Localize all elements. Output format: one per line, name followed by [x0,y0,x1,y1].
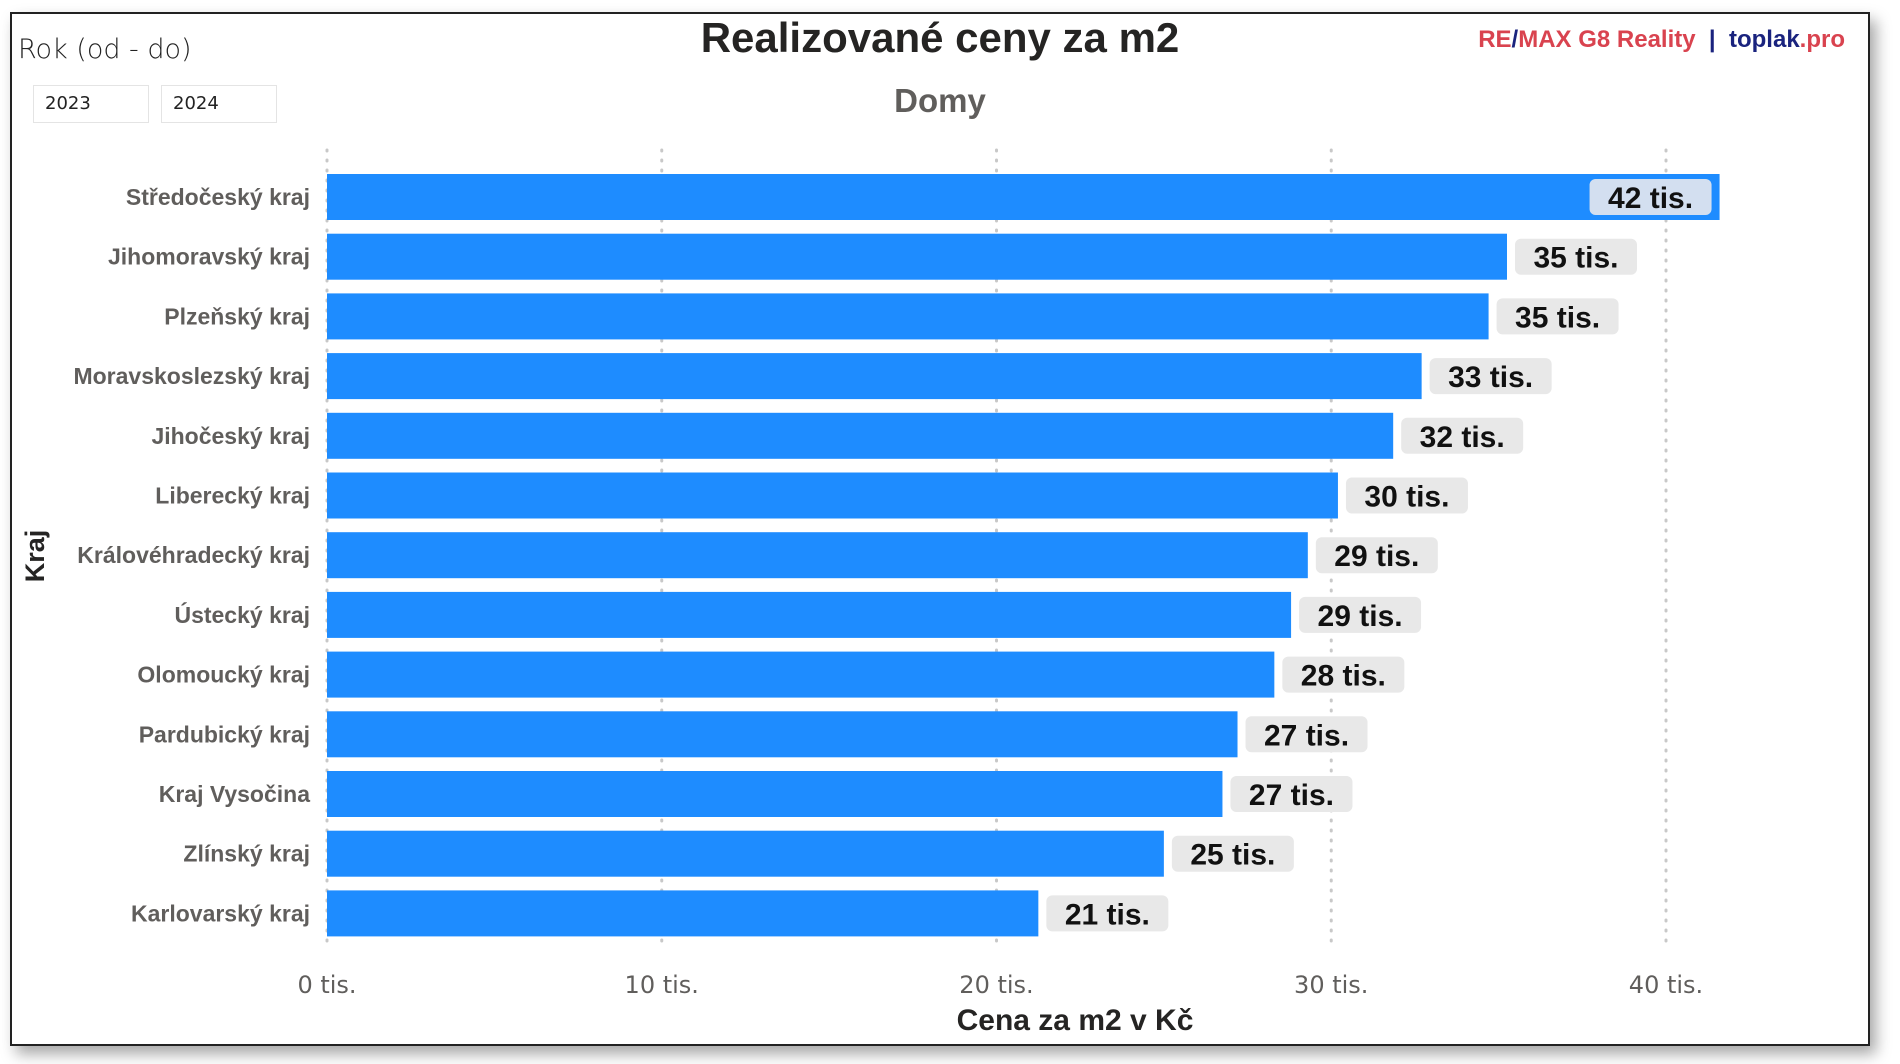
bar[interactable] [327,711,1238,758]
data-label: 35 tis. [1533,242,1618,275]
data-label-bg [1282,656,1405,693]
data-label-bg [1401,417,1524,454]
y-axis-title: Kraj [20,530,50,583]
bar[interactable] [327,591,1292,638]
category-label: Zlínský kraj [183,841,310,867]
x-tick-label: 10 tis. [625,971,699,999]
data-label-bg [1230,776,1353,812]
category-label: Moravskoslezský kraj [73,363,310,389]
bar[interactable] [327,651,1275,698]
category-label: Jihočeský kraj [151,423,310,449]
data-label: 30 tis. [1364,481,1449,514]
data-label-bg [1046,895,1169,932]
data-label-bg [1589,179,1712,215]
data-label: 27 tis. [1249,779,1334,812]
year-to-input[interactable]: 2024 [161,85,277,123]
bar[interactable] [327,233,1507,280]
data-label: 32 tis. [1420,421,1505,454]
data-label-bg [1345,477,1468,514]
year-filter-label: Rok (od - do) [18,34,192,65]
category-label: Královéhradecký kraj [77,542,310,568]
category-label: Olomoucký kraj [137,662,310,688]
data-label-bg [1514,238,1637,275]
bar[interactable] [327,771,1223,817]
data-label: 42 tis. [1608,182,1693,215]
data-label: 33 tis. [1448,361,1533,394]
data-label-bg [1429,358,1552,395]
data-label: 21 tis. [1065,898,1150,931]
category-label: Liberecký kraj [155,483,310,509]
bar[interactable] [327,472,1338,519]
bar[interactable] [327,830,1164,877]
data-label: 28 tis. [1301,660,1386,693]
data-label: 27 tis. [1264,719,1349,752]
x-tick-label: 40 tis. [1629,971,1703,999]
data-label: 25 tis. [1190,839,1275,872]
x-tick-label: 0 tis. [297,971,356,999]
data-label: 35 tis. [1515,301,1600,334]
x-tick-label: 20 tis. [959,971,1033,999]
brand-logo: RE/MAX G8 Reality | toplak.pro [1478,26,1845,53]
data-label-bg [1245,716,1368,753]
category-label: Ústecký kraj [174,601,310,628]
category-label: Pardubický kraj [139,721,310,747]
x-tick-label: 30 tis. [1294,971,1368,999]
bar[interactable] [327,532,1308,579]
data-label-bg [1299,596,1422,633]
category-label: Středočeský kraj [126,184,310,210]
data-label-bg [1171,835,1294,872]
bar[interactable] [327,353,1422,400]
bar[interactable] [327,890,1039,937]
data-label: 29 tis. [1318,600,1403,633]
bar[interactable] [327,412,1394,459]
bar[interactable] [327,293,1489,340]
data-label-bg [1315,537,1438,574]
chart-title: Realizované ceny za m2 [700,14,1180,61]
category-label: Karlovarský kraj [131,900,310,926]
category-label: Plzeňský kraj [164,303,310,329]
chart-subtitle: Domy [894,82,986,119]
data-label-bg [1496,298,1619,335]
category-label: Jihomoravský kraj [108,244,310,270]
year-from-input[interactable]: 2023 [33,85,149,123]
bar[interactable] [327,174,1720,220]
category-label: Kraj Vysočina [159,781,310,807]
data-label: 29 tis. [1334,540,1419,573]
x-axis-title: Cena za m2 v Kč [957,1004,1194,1037]
